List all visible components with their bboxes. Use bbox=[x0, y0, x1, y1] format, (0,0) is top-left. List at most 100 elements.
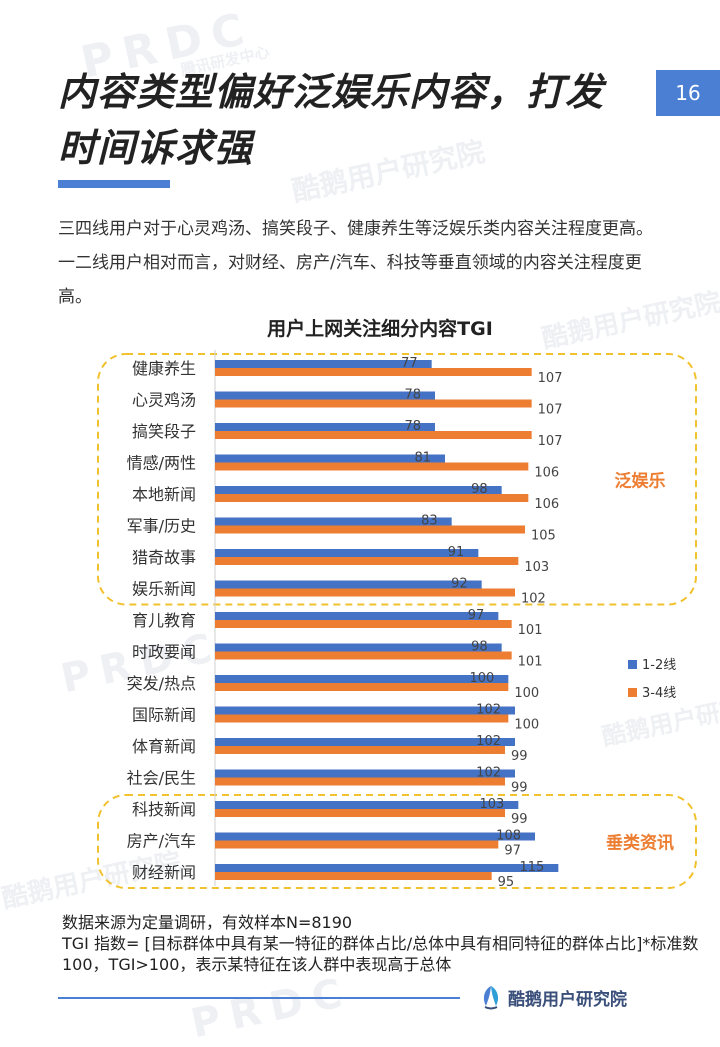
data-label-tier34: 97 bbox=[504, 844, 521, 859]
legend-swatch-1 bbox=[628, 688, 637, 697]
bar-tier12 bbox=[215, 769, 515, 778]
data-label-tier12: 108 bbox=[496, 829, 521, 844]
legend-label-0: 1-2线 bbox=[642, 658, 676, 673]
category-label: 心灵鸡汤 bbox=[132, 391, 196, 410]
category-label: 娱乐新闻 bbox=[132, 580, 196, 599]
category-label: 搞笑段子 bbox=[132, 422, 196, 441]
bar-tier12 bbox=[215, 360, 432, 368]
bottom-divider bbox=[58, 997, 460, 999]
bar-tier12 bbox=[215, 612, 499, 620]
category-label: 房产/汽车 bbox=[127, 832, 196, 851]
data-label-tier12: 83 bbox=[421, 514, 438, 529]
bar-tier34 bbox=[215, 746, 505, 754]
category-label: 本地新闻 bbox=[132, 485, 196, 504]
bar-tier34 bbox=[215, 494, 529, 502]
data-label-tier12: 102 bbox=[476, 703, 501, 718]
bar-tier12 bbox=[215, 864, 559, 872]
group-label-1: 垂类资讯 bbox=[606, 833, 674, 854]
group-outline-1 bbox=[97, 794, 697, 889]
bar-tier34 bbox=[215, 683, 509, 691]
footnote: 数据来源为定量调研，有效样本N=8190 TGI 指数= [目标群体中具有某一特… bbox=[62, 912, 712, 975]
bar-tier12 bbox=[215, 832, 535, 841]
data-label-tier12: 77 bbox=[401, 356, 418, 371]
data-label-tier34: 105 bbox=[531, 529, 556, 544]
category-label: 健康养生 bbox=[132, 359, 196, 378]
bar-tier12 bbox=[215, 549, 479, 557]
data-label-tier12: 78 bbox=[404, 388, 421, 403]
data-label-tier34: 95 bbox=[498, 875, 515, 890]
bar-tier12 bbox=[215, 643, 502, 652]
bar-tier34 bbox=[215, 777, 505, 786]
footnote-tgi-definition: TGI 指数= [目标群体中具有某一特征的群体占比/总体中具有相同特征的群体占比… bbox=[62, 934, 699, 974]
watermark-prdc: PRDC bbox=[186, 968, 356, 1047]
data-label-tier34: 106 bbox=[534, 497, 559, 512]
bar-tier12 bbox=[215, 391, 435, 400]
data-label-tier12: 98 bbox=[471, 640, 488, 655]
bar-tier12 bbox=[215, 486, 502, 494]
bar-tier34 bbox=[215, 840, 499, 849]
brand-name: 酷鹅用户研究院 bbox=[508, 989, 627, 1010]
data-label-tier12: 115 bbox=[520, 860, 545, 875]
bar-tier34 bbox=[215, 620, 512, 628]
data-label-tier12: 103 bbox=[480, 797, 505, 812]
legend-label-1: 3-4线 bbox=[642, 686, 676, 701]
data-label-tier12: 102 bbox=[476, 734, 501, 749]
group-outline-0 bbox=[97, 353, 697, 606]
bar-tier12 bbox=[215, 580, 482, 589]
data-label-tier34: 107 bbox=[538, 434, 563, 449]
data-label-tier12: 102 bbox=[476, 766, 501, 781]
data-label-tier12: 92 bbox=[451, 577, 468, 592]
data-label-tier34: 99 bbox=[511, 749, 528, 764]
group-label-0: 泛娱乐 bbox=[615, 470, 666, 491]
bar-tier12 bbox=[215, 454, 445, 463]
bar-tier12 bbox=[215, 675, 509, 683]
data-label-tier34: 106 bbox=[534, 466, 559, 481]
brand-logo: 酷鹅用户研究院 bbox=[478, 984, 627, 1010]
data-label-tier34: 101 bbox=[518, 655, 543, 670]
data-label-tier34: 101 bbox=[518, 623, 543, 638]
bar-tier34 bbox=[215, 588, 515, 597]
data-label-tier12: 78 bbox=[404, 419, 421, 434]
bar-tier12 bbox=[215, 517, 452, 526]
category-label: 猎奇故事 bbox=[132, 548, 196, 567]
data-label-tier34: 100 bbox=[514, 718, 539, 733]
data-label-tier34: 107 bbox=[538, 403, 563, 418]
bar-tier34 bbox=[215, 462, 529, 471]
category-label: 财经新闻 bbox=[132, 863, 196, 882]
bar-tier34 bbox=[215, 872, 492, 880]
bar-tier12 bbox=[215, 706, 515, 715]
data-label-tier12: 91 bbox=[448, 545, 465, 560]
bar-tier34 bbox=[215, 651, 512, 660]
bar-tier34 bbox=[215, 809, 505, 817]
category-label: 时政要闻 bbox=[132, 643, 196, 662]
category-label: 科技新闻 bbox=[132, 800, 196, 819]
category-label: 情感/两性 bbox=[127, 454, 196, 473]
data-label-tier34: 99 bbox=[511, 812, 528, 827]
category-label: 突发/热点 bbox=[127, 674, 196, 693]
bar-tier34 bbox=[215, 368, 532, 376]
data-label-tier12: 81 bbox=[414, 451, 431, 466]
category-label: 社会/民生 bbox=[127, 769, 196, 788]
data-label-tier34: 103 bbox=[524, 560, 549, 575]
legend-swatch-0 bbox=[628, 660, 637, 669]
bar-tier34 bbox=[215, 557, 519, 565]
intro-paragraph: 三四线用户对于心灵鸡汤、搞笑段子、健康养生等泛娱乐类内容关注程度更高。一二线用户… bbox=[58, 219, 653, 307]
bar-tier34 bbox=[215, 525, 525, 534]
chart-title: 用户上网关注细分内容TGI bbox=[267, 318, 493, 340]
bar-tier12 bbox=[215, 423, 435, 431]
bar-tier34 bbox=[215, 714, 509, 723]
footnote-source: 数据来源为定量调研，有效样本N=8190 bbox=[62, 913, 353, 932]
data-label-tier12: 97 bbox=[468, 608, 485, 623]
title-underline bbox=[58, 180, 170, 188]
penguin-logo-icon bbox=[483, 986, 499, 1010]
category-label: 育儿教育 bbox=[132, 611, 196, 630]
data-label-tier34: 99 bbox=[511, 781, 528, 796]
data-label-tier34: 100 bbox=[514, 686, 539, 701]
category-label: 军事/历史 bbox=[127, 517, 196, 536]
category-label: 体育新闻 bbox=[132, 737, 196, 756]
bar-tier12 bbox=[215, 801, 519, 809]
data-label-tier12: 98 bbox=[471, 482, 488, 497]
bar-tier34 bbox=[215, 431, 532, 439]
bar-tier34 bbox=[215, 399, 532, 408]
